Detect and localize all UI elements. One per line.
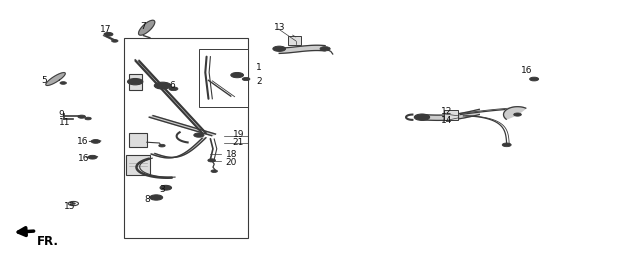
Text: 14: 14 xyxy=(441,116,452,125)
Circle shape xyxy=(502,143,511,147)
Circle shape xyxy=(530,77,539,81)
Polygon shape xyxy=(135,60,206,134)
Polygon shape xyxy=(422,109,479,120)
Circle shape xyxy=(414,114,429,120)
Polygon shape xyxy=(139,20,155,35)
Circle shape xyxy=(85,117,92,120)
Polygon shape xyxy=(149,116,216,136)
Text: 12: 12 xyxy=(441,107,452,117)
Circle shape xyxy=(211,170,218,172)
Text: 21: 21 xyxy=(233,138,244,147)
Circle shape xyxy=(273,46,285,51)
Bar xyxy=(199,49,248,107)
Text: 16: 16 xyxy=(522,66,533,75)
Text: 7: 7 xyxy=(140,22,146,31)
Bar xyxy=(129,133,147,147)
Circle shape xyxy=(160,185,172,190)
Circle shape xyxy=(208,159,216,162)
Polygon shape xyxy=(279,45,325,53)
Text: 5: 5 xyxy=(42,76,47,85)
Polygon shape xyxy=(46,73,65,85)
Polygon shape xyxy=(504,107,526,119)
Bar xyxy=(124,38,248,238)
Text: 15: 15 xyxy=(64,202,76,211)
Text: 16: 16 xyxy=(77,137,88,146)
Bar xyxy=(288,36,301,45)
Text: 1: 1 xyxy=(256,63,262,72)
Text: 17: 17 xyxy=(100,24,111,34)
Circle shape xyxy=(104,32,113,36)
Circle shape xyxy=(320,47,330,51)
Circle shape xyxy=(159,84,166,87)
Text: 11: 11 xyxy=(59,118,70,127)
Circle shape xyxy=(94,141,98,142)
Text: 16: 16 xyxy=(78,153,90,163)
Text: 6: 6 xyxy=(169,81,175,90)
Circle shape xyxy=(60,82,67,84)
Circle shape xyxy=(169,87,178,91)
Circle shape xyxy=(78,115,86,118)
Circle shape xyxy=(159,144,165,147)
Text: 13: 13 xyxy=(274,23,285,32)
Circle shape xyxy=(111,40,118,42)
Text: 18: 18 xyxy=(226,150,237,159)
Text: 20: 20 xyxy=(226,158,237,167)
Circle shape xyxy=(92,140,100,143)
Circle shape xyxy=(154,82,171,89)
Circle shape xyxy=(153,196,159,199)
Text: 3: 3 xyxy=(159,185,165,194)
Text: 2: 2 xyxy=(256,77,262,86)
Circle shape xyxy=(532,78,536,80)
Circle shape xyxy=(231,72,244,78)
Text: FR.: FR. xyxy=(36,235,58,248)
Polygon shape xyxy=(151,138,206,158)
Bar xyxy=(129,74,141,90)
Circle shape xyxy=(419,116,425,119)
Bar xyxy=(126,155,150,175)
Bar xyxy=(444,110,458,120)
Circle shape xyxy=(72,203,76,204)
Circle shape xyxy=(127,78,143,85)
Circle shape xyxy=(243,77,250,81)
Circle shape xyxy=(163,187,168,189)
Text: 9: 9 xyxy=(59,110,65,119)
Text: 19: 19 xyxy=(233,130,244,139)
Circle shape xyxy=(88,155,97,159)
Circle shape xyxy=(194,133,204,137)
Circle shape xyxy=(132,80,138,83)
Circle shape xyxy=(235,74,240,76)
Circle shape xyxy=(514,113,522,116)
Circle shape xyxy=(91,156,95,158)
Text: 8: 8 xyxy=(144,195,150,204)
Circle shape xyxy=(150,195,163,200)
